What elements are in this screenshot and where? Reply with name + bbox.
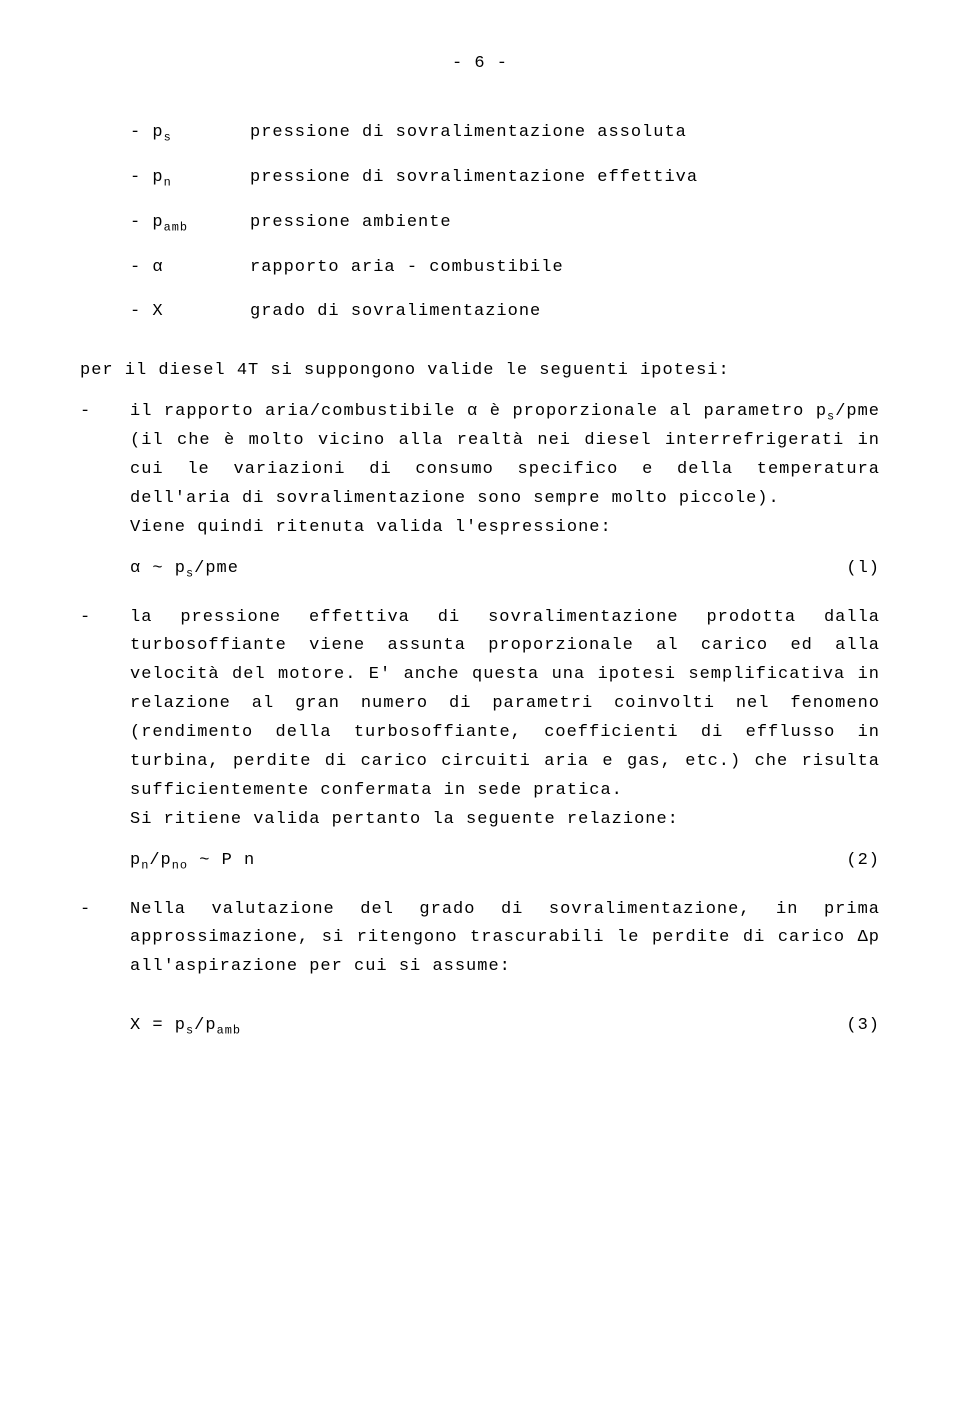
eq3-s1: s	[186, 1024, 194, 1038]
eq2-l3: ~ P n	[188, 851, 255, 870]
def-ps-symbol: - ps	[130, 119, 250, 148]
eq2-s2: no	[172, 858, 188, 872]
def-pamb: - pamb pressione ambiente	[80, 209, 880, 238]
intro-para: per il diesel 4T si suppongono valide le…	[80, 357, 880, 386]
equation-1-num: (l)	[820, 555, 880, 584]
equation-2: pn/pno ~ P n (2)	[130, 847, 880, 876]
def-pamb-symbol: - pamb	[130, 209, 250, 238]
hypothesis-1-text: il rapporto aria/combustibile α è propor…	[130, 398, 880, 542]
def-ps: - ps pressione di sovralimentazione asso…	[80, 119, 880, 148]
hypothesis-1: - il rapporto aria/combustibile α è prop…	[80, 398, 880, 542]
def-pamb-sub: amb	[164, 220, 188, 234]
eq3-l1: X = p	[130, 1016, 186, 1035]
def-ps-sub: s	[164, 130, 172, 144]
def-x-desc: grado di sovralimentazione	[250, 298, 880, 327]
h2-text: la pressione effettiva di sovralimentazi…	[130, 608, 880, 800]
eq1-l1: α ~ p	[130, 559, 186, 578]
eq3-l2: /p	[194, 1016, 216, 1035]
equation-1: α ~ ps/pme (l)	[130, 555, 880, 584]
eq1-sub: s	[186, 566, 194, 580]
equation-2-num: (2)	[820, 847, 880, 876]
def-pamb-desc: pressione ambiente	[250, 209, 880, 238]
equation-3: X = ps/pamb (3)	[130, 1012, 880, 1041]
def-pamb-pre: - p	[130, 213, 164, 232]
eq2-l1: p	[130, 851, 141, 870]
hypothesis-3: - Nella valutazione del grado di sovrali…	[80, 896, 880, 983]
h1-valid: Viene quindi ritenuta valida l'espressio…	[130, 518, 612, 537]
def-pn: - pn pressione di sovralimentazione effe…	[80, 164, 880, 193]
h1-sub: s	[827, 410, 835, 424]
hypothesis-3-text: Nella valutazione del grado di sovralime…	[130, 896, 880, 983]
hypothesis-2-dash: -	[80, 604, 130, 835]
hypothesis-3-dash: -	[80, 896, 130, 983]
eq1-l2: /pme	[194, 559, 239, 578]
hypothesis-1-dash: -	[80, 398, 130, 542]
hypothesis-2: - la pressione effettiva di sovralimenta…	[80, 604, 880, 835]
h2-valid: Si ritiene valida pertanto la seguente r…	[130, 810, 679, 829]
eq3-s2: amb	[217, 1024, 241, 1038]
page-number: - 6 -	[80, 50, 880, 79]
equation-3-num: (3)	[820, 1012, 880, 1041]
def-ps-desc: pressione di sovralimentazione assoluta	[250, 119, 880, 148]
def-x: - X grado di sovralimentazione	[80, 298, 880, 327]
definitions-block: - ps pressione di sovralimentazione asso…	[80, 119, 880, 327]
def-x-symbol: - X	[130, 298, 250, 327]
def-pn-pre: - p	[130, 168, 164, 187]
hypothesis-2-text: la pressione effettiva di sovralimentazi…	[130, 604, 880, 835]
equation-2-expr: pn/pno ~ P n	[130, 847, 820, 876]
def-ps-pre: - p	[130, 123, 164, 142]
h1-t1: il rapporto aria/combustibile α è propor…	[130, 402, 827, 421]
def-alpha-symbol: - α	[130, 254, 250, 283]
def-pn-sub: n	[164, 175, 172, 189]
equation-3-expr: X = ps/pamb	[130, 1012, 820, 1041]
def-alpha: - α rapporto aria - combustibile	[80, 254, 880, 283]
def-alpha-desc: rapporto aria - combustibile	[250, 254, 880, 283]
eq2-l2: /p	[149, 851, 171, 870]
def-pn-desc: pressione di sovralimentazione effettiva	[250, 164, 880, 193]
equation-1-expr: α ~ ps/pme	[130, 555, 820, 584]
def-pn-symbol: - pn	[130, 164, 250, 193]
